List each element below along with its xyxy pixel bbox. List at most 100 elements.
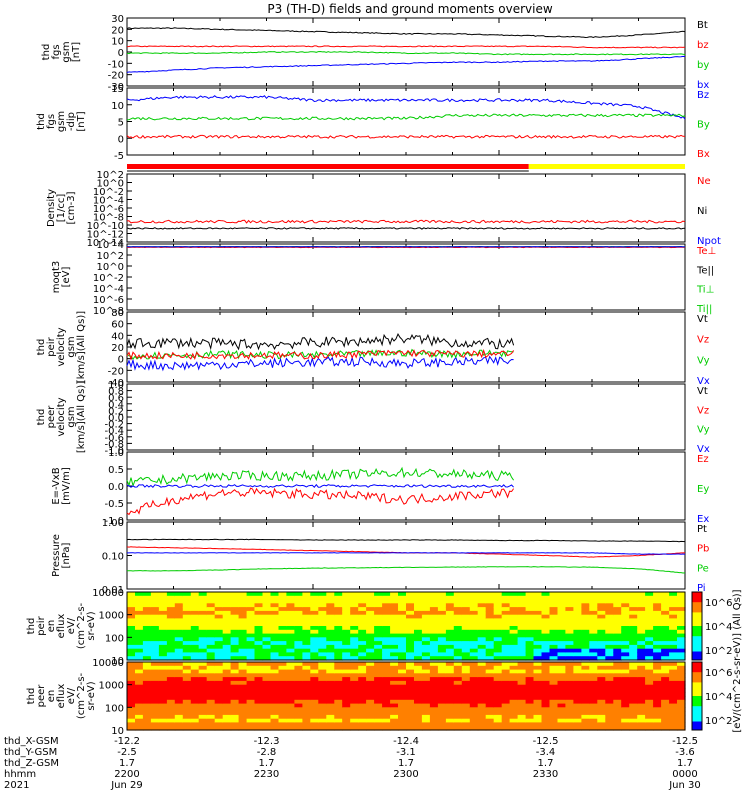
spectrogram-cell xyxy=(421,703,431,708)
spectrogram-cell xyxy=(350,711,359,716)
spectrogram-cell xyxy=(270,648,280,654)
spectrogram-cell xyxy=(342,633,351,638)
spectrogram-cell xyxy=(437,669,447,674)
spectrogram-cell xyxy=(493,637,503,642)
y-axis-label: thd fgs gsm -dip [nT] xyxy=(36,111,87,132)
spectrogram-cell xyxy=(382,610,391,616)
y-axis-label-line: (cm^2-s- xyxy=(76,672,87,719)
colorbar-cell xyxy=(692,675,702,678)
spectrogram-cell xyxy=(461,688,471,693)
spectrogram-cell xyxy=(677,665,686,671)
legend-vx: Vx xyxy=(697,444,710,455)
spectrogram-cell xyxy=(661,684,670,690)
spectrogram-cell xyxy=(509,680,519,686)
spectrogram-cell xyxy=(350,722,359,727)
spectrogram-cell xyxy=(469,669,479,674)
spectrogram-cell xyxy=(421,641,431,646)
spectrogram-cell xyxy=(318,703,327,708)
spectrogram-cell xyxy=(661,652,670,657)
spectrogram-cell xyxy=(445,629,455,635)
spectrogram-cell xyxy=(350,652,359,657)
spectrogram-cell xyxy=(557,711,567,716)
spectrogram-cell xyxy=(358,614,367,620)
spectrogram-cell xyxy=(190,673,200,678)
spectrogram-cell xyxy=(445,722,455,727)
spectrogram-cell xyxy=(198,633,208,638)
spectrogram-cell xyxy=(565,629,574,635)
spectrogram-cell xyxy=(437,599,447,604)
spectrogram-cell xyxy=(350,618,359,623)
spectrogram-cell xyxy=(238,599,248,604)
spectrogram-cell xyxy=(135,714,144,720)
spectrogram-cell xyxy=(302,711,311,716)
spectrogram-cell xyxy=(533,633,543,638)
spectrogram-cell xyxy=(254,614,264,620)
spectrogram-cell xyxy=(414,726,423,731)
spectrogram-cell xyxy=(653,696,662,701)
spectrogram-cell xyxy=(174,669,184,674)
spectrogram-cell xyxy=(302,599,311,604)
spectrogram-cell xyxy=(238,703,248,708)
spectrogram-cell xyxy=(198,722,208,727)
series-line xyxy=(127,552,686,555)
spectrogram-cell xyxy=(549,648,559,654)
spectrogram-cell xyxy=(174,622,184,627)
spectrogram-cell xyxy=(230,703,240,708)
spectrogram-cell xyxy=(445,726,455,731)
spectrogram-cell xyxy=(278,688,288,693)
spectrogram-cell xyxy=(469,637,479,642)
spectrogram-cell xyxy=(342,648,351,654)
spectrogram-cell xyxy=(198,626,208,631)
spectrogram-cell xyxy=(302,622,311,627)
spectrogram-cell xyxy=(477,726,487,731)
spectrogram-cell xyxy=(318,718,327,724)
spectrogram-cell xyxy=(557,629,567,635)
spectrogram-cell xyxy=(382,629,391,635)
colorbar-cell xyxy=(692,656,702,659)
spectrogram-cell xyxy=(135,680,144,686)
spectrogram-cell xyxy=(445,637,455,642)
spectrogram-cell xyxy=(645,637,654,642)
spectrogram-cell xyxy=(509,707,519,712)
spectrogram-cell xyxy=(445,688,455,693)
spectrogram-cell xyxy=(621,607,630,612)
spectrogram-cell xyxy=(198,603,208,608)
spectrogram-cell xyxy=(318,707,327,712)
colorbar-cell xyxy=(692,643,702,646)
spectrogram-cell xyxy=(469,607,479,612)
spectrogram-cell xyxy=(661,633,670,638)
spectrogram-cell xyxy=(589,637,598,642)
spectrogram-cell xyxy=(262,622,272,627)
spectrogram-cell xyxy=(605,677,614,682)
spectrogram-cell xyxy=(549,637,559,642)
spectrogram-cell xyxy=(390,592,399,597)
panel-peer-velocity xyxy=(126,383,686,451)
legend-ni: Ni xyxy=(697,206,707,217)
spectrogram-cell xyxy=(135,595,144,601)
spectrogram-cell xyxy=(198,656,208,661)
spectrogram-cell xyxy=(150,692,160,697)
spectrogram-cell xyxy=(414,699,423,705)
spectrogram-cell xyxy=(589,614,598,620)
spectrogram-cell xyxy=(653,669,662,674)
spectrogram-cell xyxy=(453,680,463,686)
spectrogram-cell xyxy=(238,614,248,620)
spectrogram-cell xyxy=(310,669,319,674)
spectrogram-cell xyxy=(158,718,168,724)
spectrogram-cell xyxy=(429,603,439,608)
spectrogram-cell xyxy=(597,684,606,690)
spectrogram-cell xyxy=(310,595,319,601)
legend-vz: Vz xyxy=(697,405,709,416)
spectrogram-cell xyxy=(605,722,614,727)
spectrogram-cell xyxy=(318,696,327,701)
spectrogram-cell xyxy=(374,626,383,631)
spectrogram-cell xyxy=(278,644,288,650)
spectrogram-cell xyxy=(150,592,160,597)
spectrogram-cell xyxy=(414,633,423,638)
y-tick-label: 10^-14 xyxy=(87,238,124,249)
spectrogram-cell xyxy=(230,626,240,631)
spectrogram-cell xyxy=(573,629,582,635)
spectrogram-cell xyxy=(382,637,391,642)
spectrogram-cell xyxy=(669,673,678,678)
spectrogram-cell xyxy=(549,718,559,724)
